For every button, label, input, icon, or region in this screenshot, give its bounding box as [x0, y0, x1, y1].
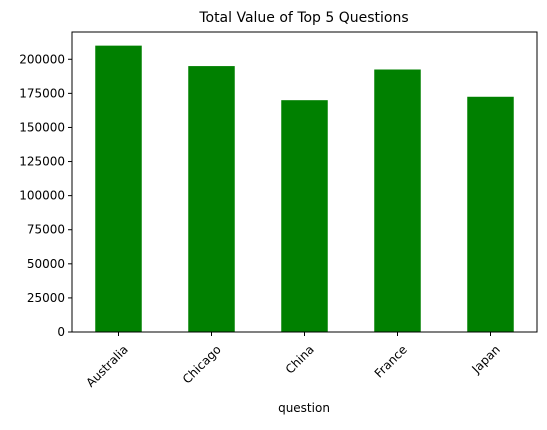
y-tick-label: 75000 [27, 223, 65, 237]
y-tick-label: 200000 [19, 52, 65, 66]
y-tick-label: 150000 [19, 120, 65, 134]
bar-japan [467, 97, 514, 332]
y-tick-label: 50000 [27, 257, 65, 271]
x-axis-label: question [278, 401, 330, 415]
y-tick-label: 0 [57, 325, 65, 339]
bars-layer [95, 46, 514, 332]
x-tick-label: Chicago [180, 342, 224, 386]
bar-chicago [188, 66, 235, 332]
y-tick-label: 125000 [19, 155, 65, 169]
bar-china [281, 100, 328, 332]
x-tick-label: France [372, 342, 410, 380]
y-tick-label: 175000 [19, 86, 65, 100]
x-tick-label: Australia [83, 342, 130, 389]
x-tick-label: China [283, 342, 317, 376]
y-tick-label: 25000 [27, 291, 65, 305]
chart-title: Total Value of Top 5 Questions [198, 10, 408, 26]
y-tick-label: 100000 [19, 189, 65, 203]
y-axis-ticks: 0 25000 50000 75000 100000 125000 150000 175000… [19, 52, 72, 339]
x-tick-label: Japan [469, 342, 503, 376]
bar-australia [95, 46, 142, 332]
bar-france [374, 70, 421, 333]
x-axis-ticks: Australia Chicago China France Japan [83, 332, 502, 390]
